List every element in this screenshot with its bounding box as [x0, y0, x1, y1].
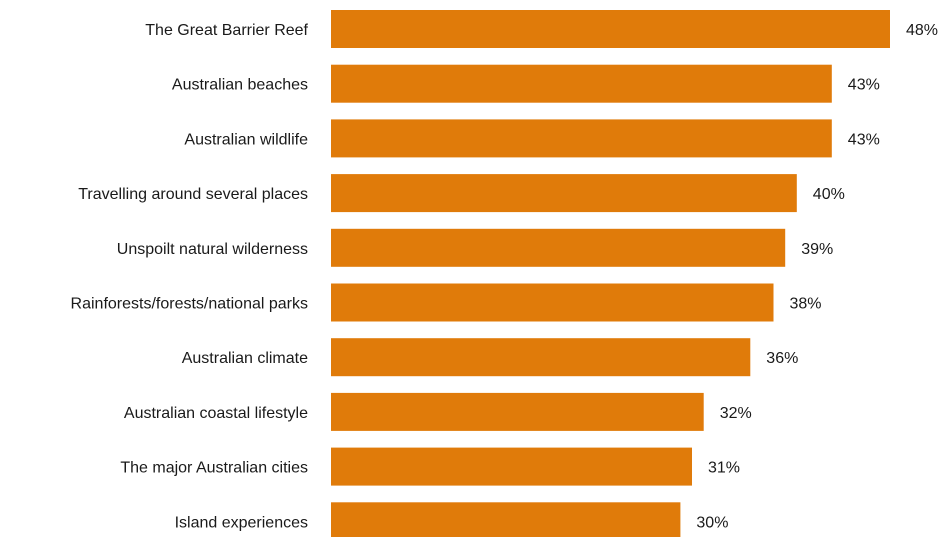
- value-label: 48%: [906, 22, 938, 39]
- category-label: Rainforests/forests/national parks: [71, 296, 308, 313]
- category-label: Travelling around several places: [78, 186, 308, 203]
- category-labels-group: The Great Barrier Reef Australian beaches…: [71, 22, 309, 531]
- value-label: 39%: [801, 241, 833, 258]
- bar: [331, 228, 786, 267]
- value-label: 40%: [813, 186, 845, 203]
- category-label: Island experiences: [175, 514, 308, 531]
- category-label: Australian climate: [182, 350, 308, 367]
- bar: [331, 174, 797, 213]
- value-label: 32%: [720, 405, 752, 422]
- bar: [331, 502, 681, 537]
- value-label: 38%: [790, 296, 822, 313]
- bar: [331, 283, 774, 322]
- category-label: Unspoilt natural wilderness: [117, 241, 308, 258]
- bar: [331, 447, 692, 486]
- value-label: 31%: [708, 460, 740, 477]
- category-label: Australian wildlife: [184, 131, 308, 148]
- bar: [331, 119, 832, 158]
- category-label: The major Australian cities: [120, 460, 308, 477]
- bar: [331, 338, 751, 377]
- category-label: Australian beaches: [172, 77, 308, 94]
- value-labels-group: 48% 43% 43% 40% 39% 38% 36% 32% 31% 30%: [696, 22, 938, 531]
- bar: [331, 10, 890, 48]
- bar: [331, 64, 832, 103]
- value-label: 43%: [848, 77, 880, 94]
- category-label: Australian coastal lifestyle: [124, 405, 308, 422]
- category-label: The Great Barrier Reef: [145, 22, 308, 39]
- value-label: 43%: [848, 131, 880, 148]
- value-label: 30%: [696, 514, 728, 531]
- value-label: 36%: [766, 350, 798, 367]
- bar: [331, 392, 704, 431]
- bars-group: [331, 10, 890, 537]
